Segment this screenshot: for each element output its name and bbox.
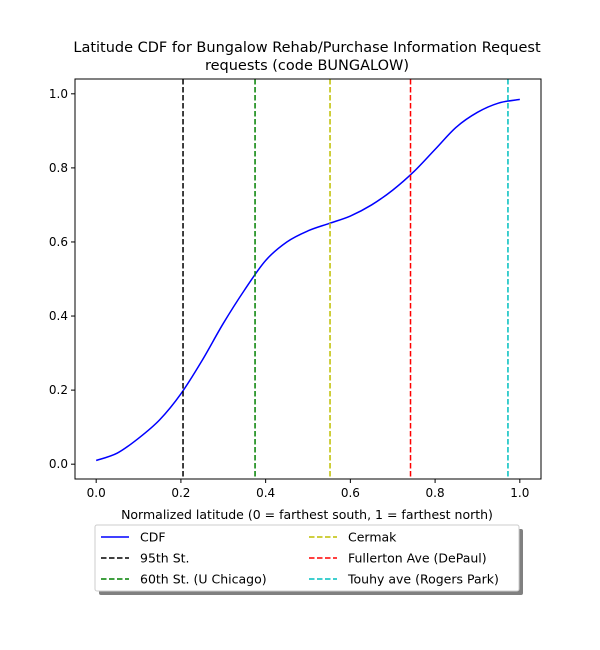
legend-label: 60th St. (U Chicago): [140, 572, 267, 587]
series-line-cdf: [95, 98, 520, 462]
y-axis: 0.0 0.2 0.4 0.6 0.8 1.0: [49, 87, 75, 471]
y-tick-label: 1.0: [49, 87, 68, 101]
legend-label: Fullerton Ave (DePaul): [348, 551, 487, 566]
x-axis: 0.0 0.2 0.4 0.6 0.8 1.0: [87, 479, 529, 500]
x-tick-label: 0.4: [256, 486, 275, 500]
y-tick-label: 0.6: [49, 235, 68, 249]
legend-label: CDF: [140, 530, 166, 545]
x-tick-label: 0.8: [426, 486, 445, 500]
x-tick-label: 0.6: [341, 486, 360, 500]
y-tick-label: 0.8: [49, 161, 68, 175]
x-tick-label: 0.0: [87, 486, 106, 500]
plot-frame: [74, 78, 542, 480]
legend-label: Touhy ave (Rogers Park): [347, 572, 499, 587]
chart-title-line2: requests (code BUNGALOW): [205, 58, 409, 74]
legend-label: Cermak: [348, 530, 397, 545]
y-tick-label: 0.2: [49, 383, 68, 397]
x-tick-label: 1.0: [510, 486, 529, 500]
legend: CDF 95th St. 60th St. (U Chicago) Cermak Ful…: [94, 524, 523, 595]
legend-label: 95th St.: [140, 551, 190, 566]
y-tick-label: 0.0: [49, 457, 68, 471]
plot-area: [95, 79, 520, 479]
y-tick-label: 0.4: [49, 309, 68, 323]
x-axis-label: Normalized latitude (0 = farthest south,…: [121, 507, 493, 522]
chart-title-line1: Latitude CDF for Bungalow Rehab/Purchase…: [73, 40, 541, 56]
x-tick-label: 0.2: [171, 486, 190, 500]
